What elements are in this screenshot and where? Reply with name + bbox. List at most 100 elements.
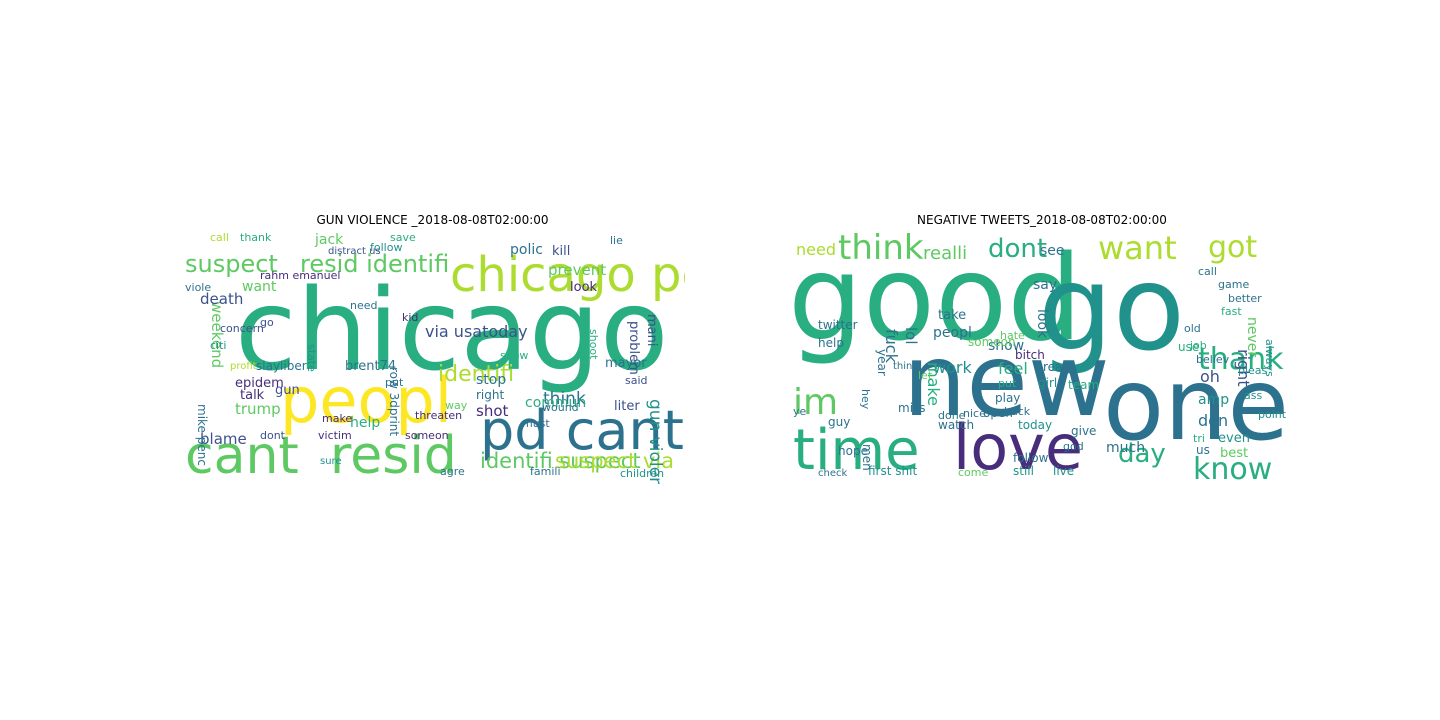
- gun-violence-word-look: look: [570, 280, 598, 295]
- negative-tweets-word-point: point: [1258, 408, 1287, 421]
- negative-tweets-word-always: always: [1263, 339, 1276, 377]
- negative-tweets-word-much: much: [1106, 440, 1145, 456]
- gun-violence-word-cant: cant: [185, 426, 299, 484]
- gun-violence-word-concern: concern: [220, 322, 264, 335]
- gun-violence-word-liter: liter: [614, 399, 640, 414]
- gun-violence-word-mayor: mayor: [605, 356, 647, 371]
- negative-tweets-word-check: check: [818, 468, 847, 479]
- gun-violence-word-citi: citi: [210, 339, 226, 352]
- gun-violence-word-famili: famili: [530, 465, 561, 478]
- negative-tweets-word-done: done: [938, 409, 966, 422]
- negative-tweets-word-one: one: [1103, 346, 1289, 463]
- gun-violence-word-lie: lie: [610, 234, 623, 247]
- negative-tweets-word-ye: ye: [793, 405, 807, 418]
- negative-tweets-word-thank: thank: [1198, 342, 1284, 377]
- negative-tweets-word-twitter: twitter: [818, 318, 858, 332]
- gun-violence-word-help: help: [350, 415, 380, 431]
- negative-tweets-word-say: say: [1033, 277, 1057, 293]
- negative-tweets-word-call: call: [1198, 265, 1217, 278]
- gun-violence-word-shoot: shoot: [587, 329, 600, 360]
- negative-tweets-word-new: new: [903, 322, 1110, 439]
- gun-violence-word-brent74: brent74: [345, 359, 396, 374]
- gun-violence-word-chicago-pd: chicago pd: [450, 247, 685, 303]
- gun-violence-word-want: want: [242, 279, 277, 295]
- negative-tweets-word-time: time: [793, 418, 920, 483]
- negative-tweets-word-go: go: [1038, 239, 1185, 377]
- negative-tweets-word-see: see: [1040, 243, 1065, 259]
- negative-tweets-word-fuck: fuck: [882, 329, 901, 364]
- gun-violence-word-state: state: [305, 344, 318, 372]
- gun-violence-word-dont: dont: [260, 429, 286, 442]
- gun-violence-word-problem: problem: [626, 321, 641, 375]
- negative-tweets-word-look: look: [1034, 309, 1050, 339]
- negative-tweets-word-play: play: [995, 391, 1020, 405]
- gun-violence-word-someon: someon: [405, 429, 449, 442]
- negative-tweets-word-hate: hate: [1000, 329, 1025, 342]
- gun-violence-word-epidem: epidem: [235, 376, 284, 391]
- gun-violence-word-kill: kill: [552, 244, 570, 259]
- gun-violence-word-sure: sure: [320, 456, 342, 467]
- gun-violence-word-call: call: [210, 231, 229, 244]
- negative-tweets-word-help: help: [818, 336, 844, 350]
- gun-violence-word-row-3dprint: row 3dprint: [387, 367, 401, 436]
- negative-tweets-word-today: today: [1018, 418, 1052, 432]
- gun-violence-word-slayliber: slayliber: [256, 359, 307, 373]
- gun-violence-word-shot: shot: [476, 402, 508, 420]
- gun-violence-word-save: save: [390, 231, 416, 244]
- negative-tweets-word-got: got: [1208, 230, 1257, 265]
- negative-tweets-word-real: real: [1043, 360, 1066, 374]
- negative-tweets-word-first-shit: first shit: [868, 464, 917, 478]
- negative-tweets-word-come: come: [958, 466, 988, 479]
- negative-tweets-word-use: use: [1178, 340, 1199, 354]
- gun-violence-word-kid: kid: [402, 311, 418, 324]
- negative-tweets-word-cloud: good go new one time love im think want got dont th…: [788, 229, 1296, 484]
- gun-violence-word-right: right: [476, 388, 504, 402]
- gun-violence-word-think: think: [543, 389, 586, 409]
- gun-violence-word-said: said: [625, 374, 648, 387]
- negative-tweets-word-give: give: [1071, 424, 1096, 438]
- left-panel-title: GUN VIOLENCE _2018-08-08T02:00:00: [316, 213, 549, 227]
- negative-tweets-word-take: take: [938, 308, 966, 323]
- negative-tweets-word-amp: amp: [1198, 392, 1229, 408]
- negative-tweets-word-need: need: [796, 240, 836, 259]
- gun-violence-word-pd-cant: pd cant: [480, 399, 684, 462]
- gun-violence-word-rahm-emanuel: rahm emanuel: [260, 269, 340, 282]
- negative-tweets-word-realli: realli: [923, 243, 967, 264]
- gun-violence-word-jack: jack: [314, 232, 344, 248]
- negative-tweets-word-game: game: [1218, 278, 1249, 291]
- negative-tweets-word-guy: guy: [828, 415, 850, 429]
- negative-tweets-word-put: put: [998, 377, 1017, 390]
- negative-tweets-word-good: good: [788, 229, 1082, 367]
- negative-tweets-word-hope: hope: [838, 444, 868, 458]
- gun-violence-word-way: way: [445, 399, 468, 412]
- negative-tweets-word-pleas: pleas: [1238, 364, 1268, 377]
- negative-tweets-word-show: show: [988, 338, 1024, 354]
- negative-tweets-word-want: want: [1098, 229, 1177, 267]
- gun-violence-word-identifi-suspect: identifi suspect: [480, 449, 641, 473]
- gun-violence-word-commun: commun: [525, 395, 586, 411]
- gun-violence-word-victim: victim: [318, 429, 352, 442]
- negative-tweets-word-even: even: [1218, 431, 1250, 446]
- gun-violence-word-must: must: [522, 417, 550, 430]
- negative-tweets-word-old: old: [1184, 322, 1201, 335]
- negative-tweets-word-fast: fast: [1221, 305, 1242, 318]
- gun-violence-word-polic: polic: [510, 242, 543, 258]
- negative-tweets-word-ass: ass: [1244, 389, 1262, 402]
- gun-violence-word-make: make: [322, 412, 352, 425]
- negative-tweets-word-don: don: [1198, 411, 1228, 430]
- negative-tweets-word-thing: thing: [893, 361, 919, 372]
- gun-violence-word-suspect: suspect: [185, 250, 278, 278]
- gun-violence-word-agre: agre: [440, 465, 465, 478]
- negative-tweets-word-us: us: [1196, 443, 1210, 457]
- negative-tweets-word-nice: nice: [963, 407, 986, 420]
- negative-tweets-word-feel: feel: [998, 359, 1028, 378]
- negative-tweets-word-im: im: [793, 382, 838, 423]
- negative-tweets-word-tri: tri: [1193, 432, 1205, 445]
- negative-tweets-word-know: know: [1193, 452, 1272, 484]
- gun-violence-word-prevent: prevent: [548, 261, 606, 279]
- gun-violence-word-trump: trump: [235, 400, 281, 418]
- negative-tweets-word-still: still: [1013, 464, 1034, 478]
- negative-tweets-word-hey: hey: [859, 389, 872, 410]
- gun-violence-word-resid-identifi: resid identifi: [300, 250, 449, 278]
